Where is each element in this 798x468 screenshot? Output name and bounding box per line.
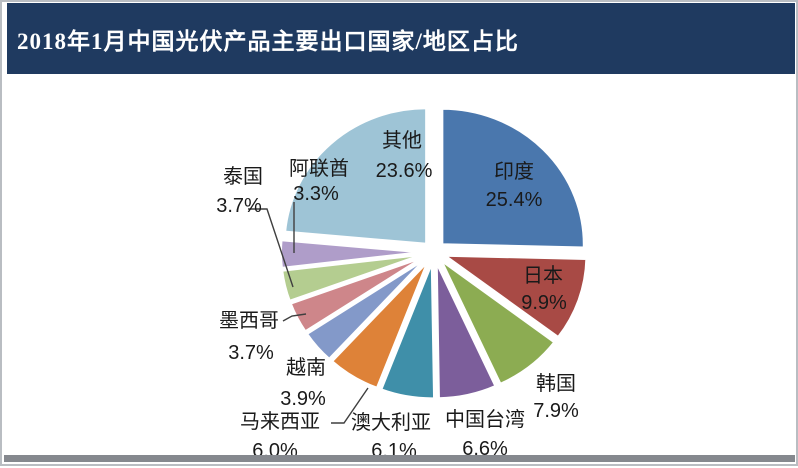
- leader-line-mexico: [282, 313, 307, 322]
- slice-percent-label-india: 25.4%: [486, 189, 543, 211]
- slice-name-label-uae: 阿联酋: [289, 157, 349, 180]
- slice-percent-label-south-korea: 7.9%: [533, 400, 579, 422]
- chart-area: 印度 25.4% 日本 9.9% 韩国 7.9% 中国台湾 6.6% 澳大利亚 6.1% 马来西亚 6…: [2, 74, 796, 462]
- slice-percent-label-mexico: 3.7%: [228, 342, 274, 364]
- slice-name-label-thailand: 泰国: [223, 165, 263, 188]
- slice-name-label-vietnam: 越南: [286, 356, 326, 379]
- pie-chart: 印度25.4%日本9.9%韩国7.9%中国台湾6.6%澳大利亚6.1%马来西亚6…: [216, 106, 588, 462]
- pie-slice-thailand: [280, 253, 425, 303]
- slice-name-label-others: 其他: [382, 129, 422, 152]
- slice-percent-label-vietnam: 3.9%: [280, 388, 326, 410]
- slice-name-label-japan: 日本: [523, 264, 563, 287]
- slice-percent-label-uae: 3.3%: [293, 183, 339, 205]
- slice-percent-label-others: 23.6%: [376, 160, 433, 182]
- title-bar: 2018年1月中国光伏产品主要出口国家/地区占比: [7, 3, 795, 74]
- slice-name-label-australia: 澳大利亚: [351, 411, 431, 434]
- pie-slice-taiwan-china: [435, 261, 497, 400]
- pie-slice-others: [283, 106, 428, 246]
- pie-slice-mexico: [289, 255, 426, 333]
- leader-line-malaysia: [331, 387, 369, 424]
- pie-slice-japan: [443, 254, 588, 339]
- pie-slice-india: [440, 107, 586, 249]
- slice-percent-label-japan: 9.9%: [521, 292, 567, 314]
- slice-name-label-india: 印度: [494, 160, 534, 183]
- leader-line-thailand: [248, 208, 294, 288]
- pie-slice-malaysia: [330, 259, 430, 390]
- pie-slice-vietnam: [305, 257, 427, 361]
- slice-name-label-malaysia: 马来西亚: [240, 410, 320, 433]
- page-title: 2018年1月中国光伏产品主要出口国家/地区占比: [17, 28, 519, 54]
- slice-percent-label-taiwan-china: 6.6%: [462, 438, 508, 460]
- slice-name-label-mexico: 墨西哥: [219, 310, 279, 332]
- pie-slice-uae: [279, 238, 424, 270]
- pie-slice-australia: [379, 261, 436, 400]
- bottom-bar: [4, 455, 795, 462]
- slice-name-label-south-korea: 韩国: [536, 372, 576, 395]
- pie-slice-south-korea: [439, 259, 556, 386]
- slice-percent-label-thailand: 3.7%: [216, 195, 262, 217]
- slice-name-label-taiwan-china: 中国台湾: [445, 408, 525, 431]
